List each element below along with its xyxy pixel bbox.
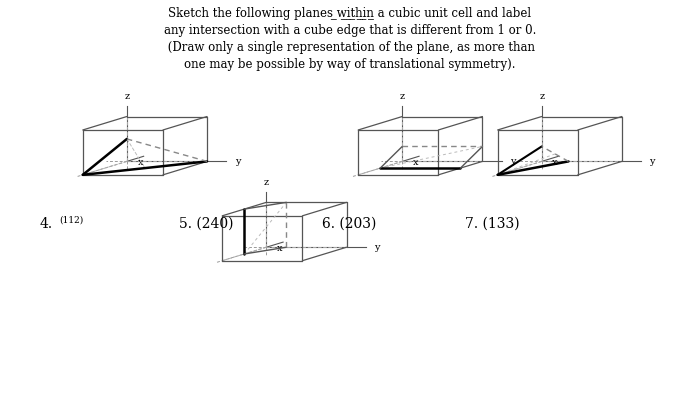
Text: 6. (203): 6. (203) <box>322 217 377 231</box>
Text: z: z <box>264 178 269 187</box>
Text: z: z <box>539 92 545 101</box>
Text: 7. (133): 7. (133) <box>465 217 519 231</box>
Text: z: z <box>125 92 130 101</box>
Text: z: z <box>400 92 405 101</box>
Text: Sketch the following planes ̲w̲i̲t̲h̲i̲n̲ a cubic unit cell and label
any inters: Sketch the following planes ̲w̲i̲t̲h̲i̲n… <box>164 7 536 71</box>
Text: y: y <box>234 157 240 166</box>
Text: x: x <box>413 158 419 167</box>
Text: x: x <box>137 158 143 167</box>
Text: 5. (240): 5. (240) <box>179 217 234 231</box>
Text: y: y <box>650 157 655 166</box>
Text: y: y <box>374 243 379 252</box>
Text: (112): (112) <box>60 215 83 224</box>
Text: x: x <box>552 158 558 167</box>
Text: y: y <box>510 157 516 166</box>
Text: 4.: 4. <box>40 217 53 231</box>
Text: x: x <box>277 244 282 253</box>
